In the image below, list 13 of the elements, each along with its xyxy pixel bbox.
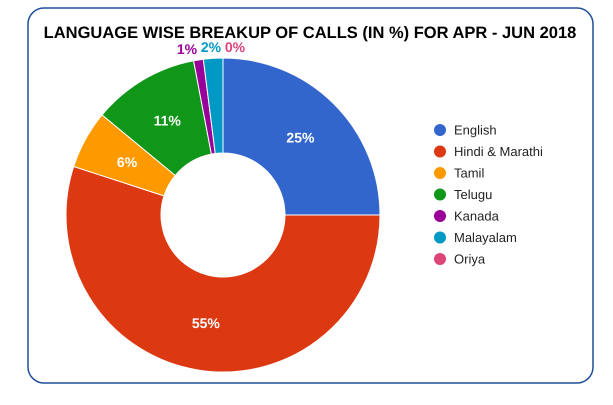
legend-label: Malayalam (454, 230, 517, 246)
legend-label: Kanada (454, 208, 500, 224)
legend-label: Tamil (454, 166, 484, 181)
data-label: 55% (192, 315, 220, 332)
legend-label: Hindi & Marathi (454, 144, 543, 160)
data-label: 2% (200, 39, 222, 56)
data-label: 25% (286, 129, 315, 146)
data-label: 11% (154, 112, 182, 129)
legend-label: English (454, 122, 497, 138)
legend-label: Oriya (454, 252, 486, 267)
data-label: 6% (116, 154, 138, 170)
legend-label: Telugu (454, 187, 492, 202)
data-label: 1% (176, 40, 198, 57)
